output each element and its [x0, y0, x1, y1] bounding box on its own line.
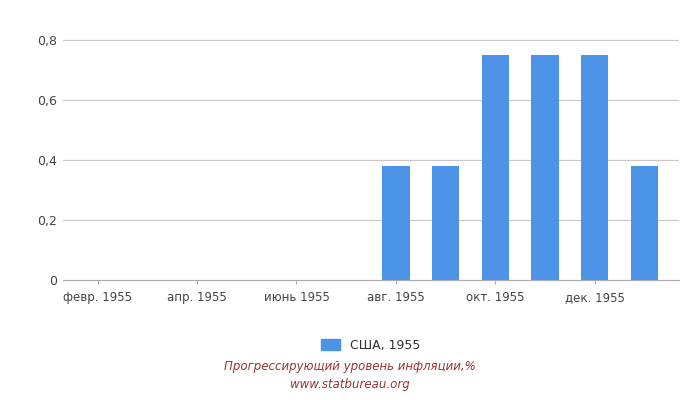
Text: Прогрессирующий уровень инфляции,%: Прогрессирующий уровень инфляции,% [224, 360, 476, 373]
Bar [631, 166, 658, 280]
Text: www.statbureau.org: www.statbureau.org [290, 378, 410, 391]
Bar [382, 166, 410, 280]
Bar [531, 55, 559, 280]
Bar [581, 55, 608, 280]
Bar [432, 166, 459, 280]
Legend: США, 1955: США, 1955 [316, 334, 426, 357]
Bar [482, 55, 509, 280]
